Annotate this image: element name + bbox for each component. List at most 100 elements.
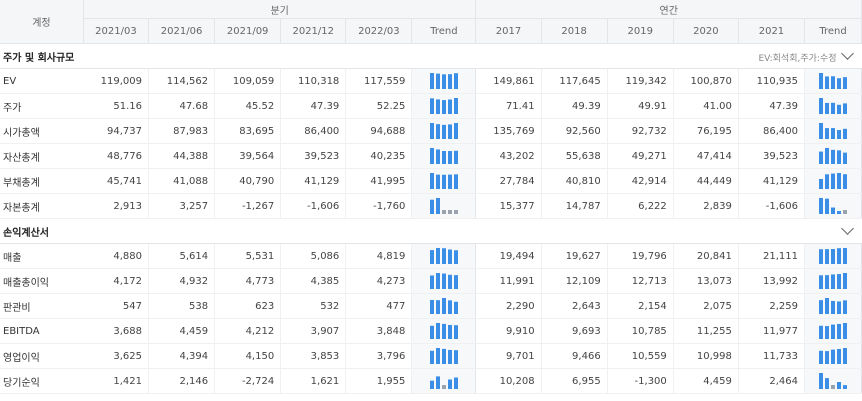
- quarterly-value: 547: [83, 293, 149, 319]
- trend-chart: [819, 98, 847, 114]
- quarterly-value: 39,523: [280, 143, 347, 169]
- trend-bar: [819, 178, 823, 189]
- section-controls: EV:회석회,주가:수정: [345, 43, 862, 69]
- quarterly-value: 477: [345, 293, 413, 319]
- trend-bar: [441, 174, 446, 189]
- trend-bar: [819, 198, 823, 214]
- trend-bar: [843, 385, 847, 389]
- trend-bar: [435, 376, 440, 389]
- trend-chart: [429, 198, 458, 214]
- annual-value: 92,560: [541, 118, 608, 144]
- trend-bar: [825, 275, 829, 289]
- trend-bar: [831, 274, 835, 289]
- trend-bar: [819, 373, 823, 389]
- annual-value: 100,870: [673, 68, 739, 94]
- annual-trend: [804, 93, 862, 119]
- chevron-down-icon[interactable]: [840, 46, 854, 60]
- trend-chart: [429, 348, 458, 364]
- quarterly-value: 3,853: [280, 343, 347, 369]
- trend-bar: [447, 274, 452, 289]
- annual-value: 41,129: [738, 168, 806, 194]
- annual-value: 19,494: [475, 243, 542, 269]
- trend-bar: [819, 350, 823, 364]
- trend-bar: [447, 379, 452, 389]
- trend-bar: [837, 274, 841, 289]
- row-label: EV: [0, 68, 84, 94]
- trend-bar: [843, 77, 847, 89]
- annual-value: 12,713: [607, 268, 674, 294]
- annual-value: 11,255: [673, 318, 739, 344]
- quarterly-value: 45,741: [83, 168, 149, 194]
- annual-value: 42,914: [607, 168, 674, 194]
- quarterly-value: 5,086: [280, 243, 347, 269]
- table-row: 영업이익 3,625 4,394 4,150 3,853 3,796 9,701 9,466 1…: [0, 343, 862, 369]
- trend-bar: [435, 248, 440, 264]
- trend-bar: [447, 74, 452, 89]
- trend-bar: [435, 73, 440, 89]
- trend-bar: [441, 298, 446, 314]
- trend-bar: [447, 151, 452, 164]
- quarterly-value: 45.52: [214, 93, 282, 119]
- quarterly-value: 52.25: [345, 93, 413, 119]
- annual-value: 39,523: [738, 143, 806, 169]
- annual-trend: [804, 343, 862, 369]
- trend-bar: [819, 249, 823, 264]
- row-label: 부채총계: [0, 168, 84, 194]
- trend-bar: [825, 148, 829, 164]
- section-header[interactable]: 손익계산서: [0, 218, 862, 244]
- trend-bar: [831, 349, 835, 364]
- annual-value: 149,861: [475, 68, 542, 94]
- annual-value: 10,559: [607, 343, 674, 369]
- quarterly-value: -1,267: [214, 193, 282, 219]
- annual-trend: [804, 68, 862, 94]
- annual-value: 20,841: [673, 243, 739, 269]
- annual-value: 27,784: [475, 168, 542, 194]
- quarterly-value: 5,531: [214, 243, 282, 269]
- trend-bar: [837, 104, 841, 114]
- annual-value: -1,300: [607, 368, 674, 394]
- trend-bar: [825, 326, 829, 339]
- trend-chart: [429, 376, 458, 389]
- quarter-header: 2021/09: [214, 18, 282, 44]
- trend-bar: [837, 150, 841, 164]
- section-header[interactable]: 주가 및 회사규모 EV:회석회,주가:수정: [0, 43, 862, 69]
- table-row: 주가 51.16 47.68 45.52 47.39 52.25 71.41 49.39 49.…: [0, 93, 862, 119]
- trend-chart: [429, 173, 458, 189]
- trend-bar: [819, 151, 823, 164]
- chevron-down-icon[interactable]: [840, 221, 854, 235]
- quarterly-trend: [411, 343, 477, 369]
- quarterly-value: 2,146: [148, 368, 216, 394]
- trend-bar: [825, 298, 829, 314]
- quarterly-value: 94,737: [83, 118, 149, 144]
- year-header: 2018: [541, 18, 608, 44]
- quarter-header: 2022/03: [345, 18, 413, 44]
- annual-trend: [804, 318, 862, 344]
- quarterly-value: 4,819: [345, 243, 413, 269]
- trend-chart: [429, 98, 458, 114]
- quarterly-value: 3,848: [345, 318, 413, 344]
- trend-chart: [429, 298, 458, 314]
- quarter-header: 2021/06: [148, 18, 216, 44]
- quarterly-value: 4,150: [214, 343, 282, 369]
- trend-bar: [441, 273, 446, 289]
- trend-bar: [843, 152, 847, 164]
- annual-value: 15,377: [475, 193, 542, 219]
- trend-bar: [429, 250, 434, 264]
- trend-bar: [837, 349, 841, 364]
- annual-value: 119,342: [607, 68, 674, 94]
- annual-value: 92,732: [607, 118, 674, 144]
- trend-bar: [441, 348, 446, 364]
- annual-value: 13,073: [673, 268, 739, 294]
- trend-bar: [453, 350, 458, 364]
- trend-bar: [825, 378, 829, 389]
- trend-bar: [429, 199, 434, 214]
- annual-value: 2,075: [673, 293, 739, 319]
- annual-value: 110,935: [738, 68, 806, 94]
- trend-bar: [441, 74, 446, 89]
- annual-value: 44,449: [673, 168, 739, 194]
- trend-chart: [819, 273, 847, 289]
- annual-value: 19,796: [607, 243, 674, 269]
- trend-bar: [429, 123, 434, 139]
- trend-bar: [435, 198, 440, 214]
